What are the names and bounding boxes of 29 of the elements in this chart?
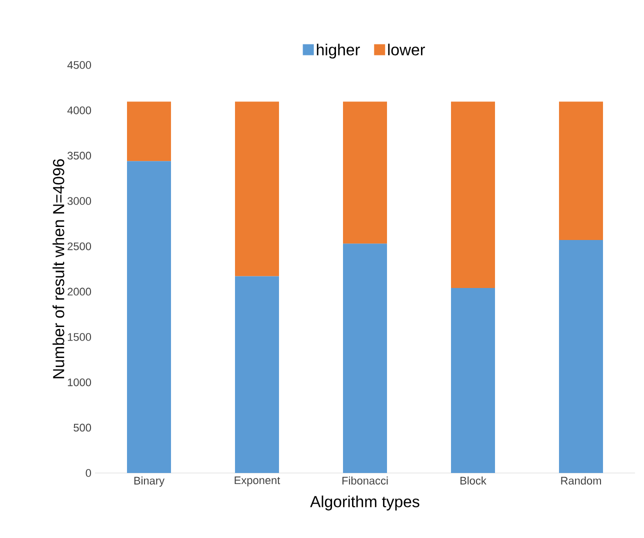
bar [559, 102, 604, 240]
x-axis-title: Algorithm types [310, 496, 420, 510]
x-tick-label: Random [561, 476, 601, 485]
x-tick-label: Fibonacci [342, 476, 388, 485]
bar [235, 276, 280, 473]
y-tick-label: 2500 [68, 242, 92, 250]
bar [235, 102, 280, 276]
y-tick-label: 1500 [68, 333, 92, 341]
y-tick-label: 2000 [68, 288, 92, 296]
bar [127, 102, 171, 162]
x-tick-label: Block [460, 476, 486, 485]
y-tick-label: 4000 [67, 106, 92, 114]
bar [343, 244, 388, 473]
x-tick-label: Exponent [234, 476, 280, 486]
legend-label: higher [316, 44, 360, 59]
y-tick-label: 3000 [68, 197, 92, 205]
y-tick-label: 0 [86, 469, 92, 477]
y-tick-label: 1000 [68, 378, 92, 386]
y-tick-label: 3500 [68, 152, 92, 160]
bar [343, 102, 388, 244]
bar [451, 288, 496, 473]
y-tick-label: 500 [74, 424, 92, 432]
legend-label: lower [388, 44, 425, 56]
bar [127, 161, 171, 473]
y-axis-title: Number of result when N=4096 [52, 159, 64, 378]
x-tick-label: Binary [134, 476, 164, 487]
y-tick-label: 4500 [67, 61, 92, 69]
bar [451, 102, 496, 288]
bar [559, 240, 604, 473]
